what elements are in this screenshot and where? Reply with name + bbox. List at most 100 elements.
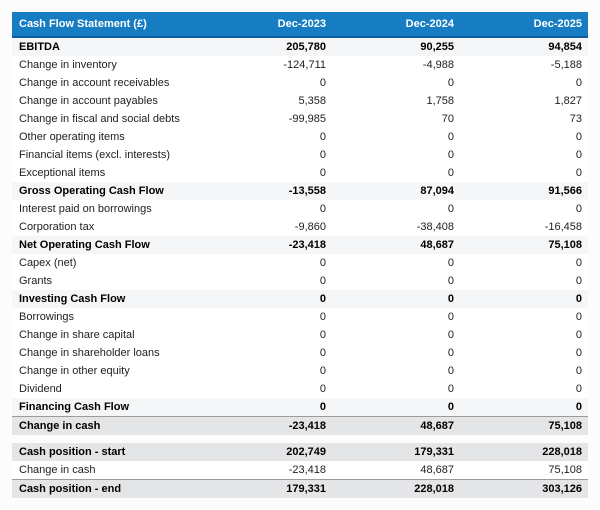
cell-value: 0 <box>575 293 582 305</box>
row-label: Change in other equity <box>19 365 130 377</box>
cell-value: 202,749 <box>286 446 326 458</box>
table-row: Change in account payables 5,358 1,758 1,82… <box>12 92 588 110</box>
cell-value: 0 <box>319 275 326 287</box>
cell-value: 0 <box>447 167 454 179</box>
cell-value: 0 <box>447 329 454 341</box>
row-label: Corporation tax <box>19 221 95 233</box>
cell-value: 0 <box>447 311 454 323</box>
cell-value: 0 <box>447 77 454 89</box>
column-header-dec-2023: Dec-2023 <box>277 18 326 30</box>
cell-value: 0 <box>575 347 582 359</box>
cell-value: 0 <box>447 203 454 215</box>
cell-value: 0 <box>447 257 454 269</box>
row-label: Change in account payables <box>19 95 158 107</box>
table-row: Corporation tax -9,860 -38,408 -16,458 <box>12 218 588 236</box>
cash-flow-table: Cash Flow Statement (£) Dec-2023 Dec-202… <box>12 12 588 498</box>
row-label: Financial items (excl. interests) <box>19 149 170 161</box>
table-row: Net Operating Cash Flow -23,418 48,687 75,1… <box>12 236 588 254</box>
cell-value: 0 <box>319 167 326 179</box>
cell-value: -4,988 <box>422 59 454 71</box>
table-row: Change in fiscal and social debts -99,985… <box>12 110 588 128</box>
cell-value: 205,780 <box>286 41 326 53</box>
cell-value: 48,687 <box>420 420 454 432</box>
row-label: Change in cash <box>19 420 101 432</box>
table-row: Gross Operating Cash Flow -13,558 87,094 91… <box>12 182 588 200</box>
table-row: Exceptional items 0 0 0 <box>12 164 588 182</box>
cell-value: -13,558 <box>288 185 326 197</box>
cell-value: 48,687 <box>420 239 454 251</box>
row-label: Change in fiscal and social debts <box>19 113 180 125</box>
cell-value: 0 <box>319 131 326 143</box>
cell-value: 0 <box>319 401 326 413</box>
cell-value: 94,854 <box>548 41 582 53</box>
row-label: Net Operating Cash Flow <box>19 239 150 251</box>
cell-value: 75,108 <box>548 464 582 476</box>
table-row: Cash position - start 202,749 179,331 228,0… <box>12 443 588 461</box>
row-label: Other operating items <box>19 131 125 143</box>
cell-value: 0 <box>575 311 582 323</box>
row-label: Borrowings <box>19 311 75 323</box>
cell-value: 303,126 <box>542 483 582 495</box>
row-label: Change in shareholder loans <box>19 347 160 359</box>
table-row: Interest paid on borrowings 0 0 0 <box>12 200 588 218</box>
table-row: Other operating items 0 0 0 <box>12 128 588 146</box>
cell-value: 0 <box>447 383 454 395</box>
table-row: Investing Cash Flow 0 0 0 <box>12 290 588 308</box>
cell-value: 0 <box>447 275 454 287</box>
cell-value: -23,418 <box>288 420 326 432</box>
cell-value: -38,408 <box>416 221 454 233</box>
cell-value: 0 <box>447 149 454 161</box>
cell-value: 0 <box>447 131 454 143</box>
table-row: Change in cash -23,418 48,687 75,108 <box>12 416 588 435</box>
cell-value: 5,358 <box>298 95 326 107</box>
row-label: Cash position - end <box>19 483 122 495</box>
table-row: Change in other equity 0 0 0 <box>12 362 588 380</box>
cell-value: 1,758 <box>426 95 454 107</box>
row-label: Cash position - start <box>19 446 126 458</box>
cell-value: 73 <box>569 113 582 125</box>
cell-value: 0 <box>575 77 582 89</box>
cell-value: -5,188 <box>550 59 582 71</box>
table-row: Capex (net) 0 0 0 <box>12 254 588 272</box>
cell-value: 0 <box>447 365 454 377</box>
table-row: Change in shareholder loans 0 0 0 <box>12 344 588 362</box>
cell-value: 228,018 <box>414 483 454 495</box>
table-row: Financing Cash Flow 0 0 0 <box>12 398 588 416</box>
cell-value: -23,418 <box>288 464 326 476</box>
cell-value: 70 <box>441 113 454 125</box>
cell-value: 0 <box>575 329 582 341</box>
cell-value: 0 <box>575 257 582 269</box>
cell-value: -23,418 <box>288 239 326 251</box>
cell-value: 0 <box>447 293 454 305</box>
table-row: Change in cash -23,418 48,687 75,108 <box>12 461 588 479</box>
cell-value: -124,711 <box>283 59 326 71</box>
cell-value: 0 <box>319 77 326 89</box>
cell-value: 0 <box>575 275 582 287</box>
row-label: Gross Operating Cash Flow <box>19 185 164 197</box>
cell-value: 90,255 <box>420 41 454 53</box>
cell-value: 0 <box>575 131 582 143</box>
cell-value: 0 <box>575 365 582 377</box>
table-title: Cash Flow Statement (£) <box>19 18 147 30</box>
cell-value: 0 <box>319 329 326 341</box>
column-header-dec-2025: Dec-2025 <box>533 18 582 30</box>
table-section: EBITDA 205,780 90,255 94,854 Change in inven… <box>12 38 588 435</box>
cell-value: 0 <box>319 383 326 395</box>
cell-value: -99,985 <box>288 113 326 125</box>
cell-value: 0 <box>575 149 582 161</box>
column-header-dec-2024: Dec-2024 <box>405 18 454 30</box>
cell-value: 0 <box>319 311 326 323</box>
row-label: Change in inventory <box>19 59 117 71</box>
row-label: Change in share capital <box>19 329 135 341</box>
cell-value: 0 <box>319 365 326 377</box>
cell-value: 75,108 <box>548 420 582 432</box>
cell-value: 179,331 <box>414 446 454 458</box>
row-label: Interest paid on borrowings <box>19 203 152 215</box>
table-header-row: Cash Flow Statement (£) Dec-2023 Dec-202… <box>12 12 588 38</box>
table-row: Grants 0 0 0 <box>12 272 588 290</box>
cell-value: 48,687 <box>420 464 454 476</box>
row-label: Change in cash <box>19 464 96 476</box>
row-label: Capex (net) <box>19 257 77 269</box>
row-label: Investing Cash Flow <box>19 293 126 305</box>
